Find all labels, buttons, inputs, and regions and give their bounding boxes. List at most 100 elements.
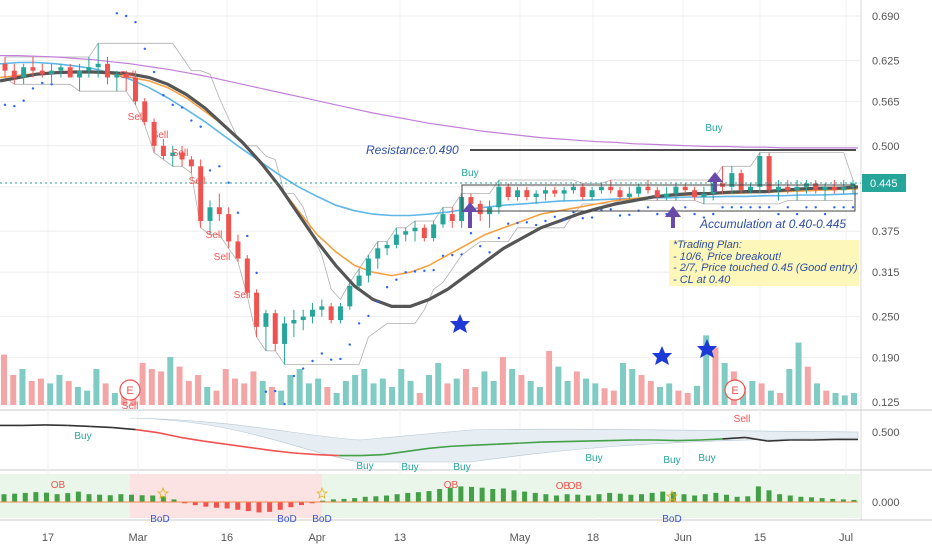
psar-dot (376, 300, 379, 303)
time-tick-label: Mar (129, 532, 148, 544)
osc-line-segment (519, 441, 542, 444)
histogram-bar (607, 492, 613, 502)
psar-dot (162, 94, 165, 97)
volume-bar (647, 381, 654, 405)
histogram-bar (171, 499, 177, 502)
osc-line-segment (722, 436, 746, 440)
time-tick-label: 15 (754, 532, 766, 544)
histogram-bar (639, 494, 644, 502)
psar-dot (544, 219, 547, 223)
psar-dot (348, 343, 351, 346)
candle-body (533, 193, 539, 198)
volume-bar (361, 369, 368, 405)
psar-dot (656, 212, 659, 216)
candle-body (645, 186, 651, 191)
histogram-bar (107, 495, 113, 502)
psar-dot (274, 389, 277, 393)
volume-bar (638, 375, 645, 405)
histogram-bar (437, 489, 443, 502)
histogram-bar (522, 491, 528, 502)
osc-buy-label: Buy (401, 462, 418, 473)
histogram-bar (245, 502, 251, 512)
psar-dot (208, 169, 212, 172)
psar-dot (41, 81, 44, 85)
psar-dot (451, 253, 454, 257)
osc-line-segment (428, 445, 452, 450)
candle-body (207, 207, 213, 221)
sell-signal-label: Sell (152, 130, 169, 141)
volume-bar (93, 369, 100, 405)
psar-dot (581, 217, 584, 220)
volume-bar (841, 395, 848, 405)
volume-bar (241, 383, 248, 405)
candle-body (282, 323, 288, 344)
psar-dot (553, 215, 557, 219)
candle-body (375, 248, 381, 259)
candle-body (58, 67, 64, 71)
histogram-bar (479, 487, 485, 502)
bod-label: BoD (277, 514, 296, 525)
candle-body (132, 77, 138, 102)
volume-bar (10, 375, 17, 405)
psar-dot (497, 236, 501, 240)
histogram-bar (681, 494, 687, 502)
psar-dot (227, 181, 230, 184)
psar-dot (684, 206, 687, 209)
candle-body (384, 244, 390, 249)
osc-line-segment (654, 439, 678, 442)
accumulation-box (461, 184, 856, 212)
osc-line-segment (22, 424, 46, 427)
psar-dot (739, 206, 743, 209)
psar-dot (851, 206, 855, 209)
histogram-bar (490, 489, 496, 502)
candle-body (673, 186, 679, 194)
osc-buy-label: Buy (453, 462, 470, 473)
histogram-bar (139, 495, 145, 502)
psar-dot (441, 254, 445, 257)
psar-dot (367, 314, 370, 318)
candle-body (841, 186, 847, 191)
star-icon (450, 314, 470, 333)
psar-dot (646, 206, 650, 209)
candle-body (785, 186, 791, 191)
candle-body (21, 67, 27, 78)
volume-bar (555, 366, 562, 405)
psar-dot (115, 12, 119, 15)
candle-body (86, 67, 92, 71)
volume-bar (444, 383, 451, 405)
candle-body (310, 309, 316, 317)
volume-bar (703, 335, 710, 405)
volume-bar (749, 381, 756, 405)
osc-line-segment (90, 425, 113, 429)
volume-bar (721, 363, 728, 405)
histogram-bar (458, 486, 464, 502)
volume-bar (370, 383, 377, 405)
psar-dot (199, 125, 202, 128)
volume-bar (204, 387, 211, 405)
histogram-bar (809, 497, 814, 502)
psar-dot (507, 222, 510, 225)
osc-line-segment (587, 439, 610, 442)
volume-bar (509, 369, 516, 405)
histogram-bar (405, 492, 411, 502)
volume-bar (84, 390, 91, 405)
psar-dot (590, 216, 594, 219)
psar-dot (609, 208, 612, 211)
volume-bar (315, 378, 322, 405)
candle-body (664, 193, 670, 198)
candlesticks (2, 43, 856, 365)
volume-bar (573, 371, 580, 405)
volume-bar (167, 357, 174, 405)
osc-line-segment (474, 443, 497, 446)
psar-dot (712, 212, 715, 216)
candle-body (365, 258, 371, 276)
osc-buy-label: Buy (356, 461, 373, 472)
volume-bar (536, 387, 543, 405)
up-arrow-icon (462, 202, 478, 228)
histogram-bar (649, 492, 655, 502)
time-tick-label: May (510, 532, 531, 544)
histogram-bar (426, 491, 432, 502)
histogram-bar (840, 499, 846, 502)
